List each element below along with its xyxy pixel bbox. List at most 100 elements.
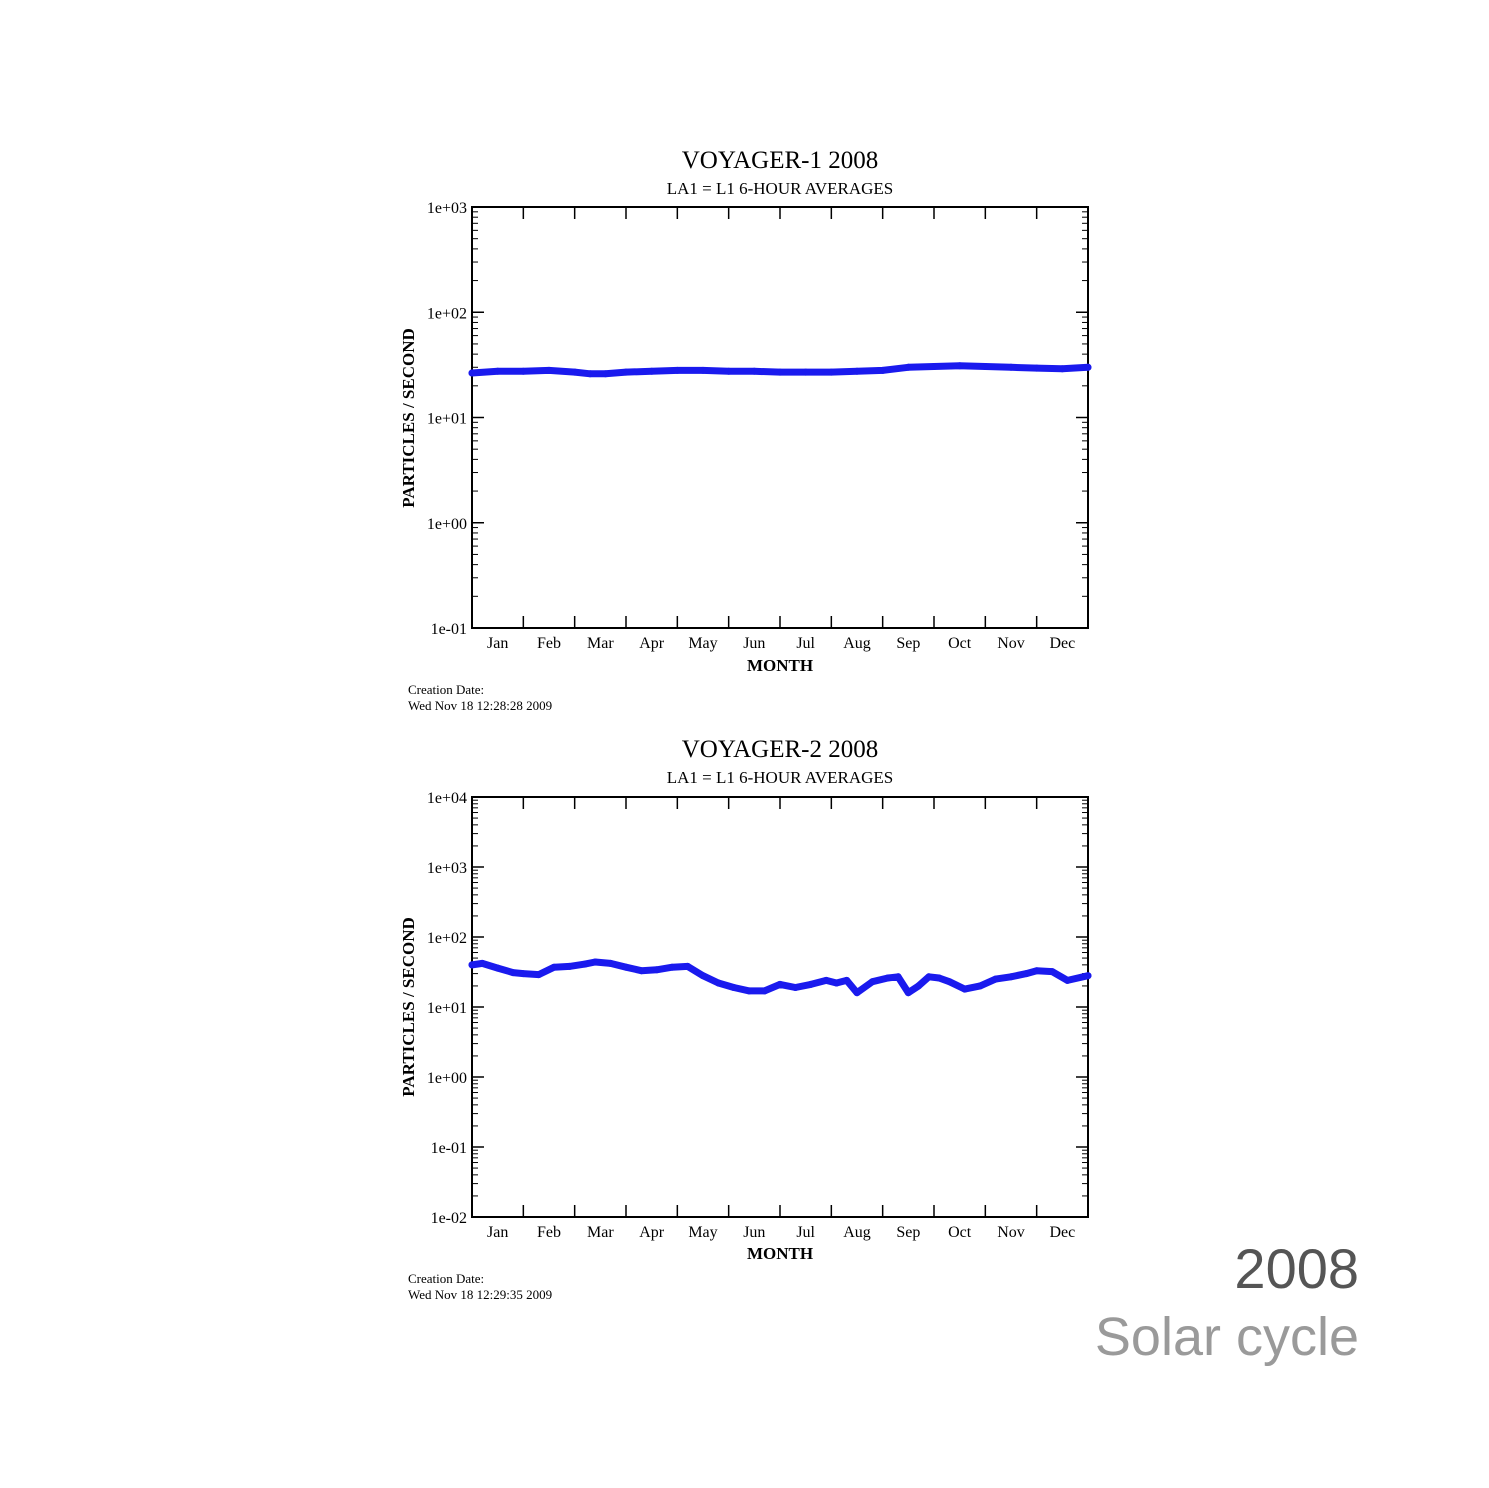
data-point: [494, 367, 502, 375]
data-point: [602, 370, 609, 378]
chart-subtitle: LA1 = L1 6-HOUR AVERAGES: [667, 179, 894, 198]
series-line: [468, 958, 1092, 997]
y-tick-label: 1e+02: [427, 305, 467, 322]
plot-frame: [471, 206, 1089, 629]
data-point: [894, 973, 902, 981]
data-point: [761, 987, 769, 995]
x-tick-label: May: [688, 635, 717, 652]
chart-subtitle: LA1 = L1 6-HOUR AVERAGES: [667, 768, 894, 787]
x-tick-label: Jul: [796, 1224, 815, 1241]
x-tick-label: Jun: [743, 1224, 765, 1241]
creation-date: Wed Nov 18 12:28:28 2009: [408, 698, 552, 713]
y-axis-label: PARTICLES / SECOND: [399, 917, 418, 1097]
data-point: [566, 962, 573, 970]
data-point: [1084, 972, 1092, 980]
x-tick-labels: Jan Feb Mar Apr May Jun Jul Aug Sep Oct Nov Dec: [487, 1224, 1075, 1241]
data-point: [478, 959, 486, 967]
data-point: [992, 975, 1000, 983]
data-point: [648, 367, 656, 375]
data-point: [586, 370, 594, 378]
data-point: [571, 368, 579, 376]
data-point: [714, 979, 722, 987]
axis-ticks: [472, 206, 1088, 629]
data-point: [581, 960, 589, 968]
chart-title: VOYAGER-2 2008: [682, 736, 879, 763]
x-tick-label: Mar: [587, 635, 614, 652]
chart-title: VOYAGER-1 2008: [682, 147, 879, 174]
data-point: [976, 982, 984, 990]
data-point: [468, 961, 476, 969]
data-point: [843, 976, 851, 984]
plot-frame: [471, 796, 1089, 1218]
creation-label: Creation Date:: [408, 682, 484, 697]
y-tick-labels: 1e-01 1e+00 1e+01 1e+02 1e+03: [427, 200, 467, 638]
data-point: [1007, 973, 1015, 981]
y-tick-labels: 1e-02 1e-01 1e+00 1e+01 1e+02 1e+03 1e+04: [427, 790, 467, 1227]
x-tick-label: Apr: [639, 1224, 665, 1241]
y-tick-label: 1e+00: [427, 516, 467, 533]
y-tick-label: 1e+01: [427, 411, 467, 428]
x-tick-label: Sep: [896, 1224, 920, 1241]
series-line: [468, 362, 1092, 378]
data-point: [930, 363, 938, 370]
data-point: [807, 980, 815, 988]
y-tick-label: 1e+03: [427, 860, 467, 877]
data-point: [935, 974, 943, 982]
data-point: [535, 971, 543, 979]
x-tick-label: May: [688, 1224, 717, 1241]
data-point: [776, 980, 784, 988]
data-point: [822, 976, 830, 984]
data-point: [725, 367, 733, 375]
x-axis-label: MONTH: [747, 1244, 813, 1263]
caption-subtitle: Solar cycle: [1094, 1307, 1359, 1367]
data-point: [833, 979, 840, 987]
data-point: [653, 966, 661, 974]
data-point: [776, 368, 784, 376]
x-tick-labels: Jan Feb Mar Apr May Jun Jul Aug Sep Oct Nov Dec: [487, 635, 1075, 652]
data-point: [791, 984, 799, 991]
data-point: [519, 367, 527, 375]
data-point: [802, 368, 810, 376]
data-point: [1033, 967, 1041, 975]
data-point: [981, 363, 989, 370]
y-tick-label: 1e-02: [431, 1210, 467, 1227]
y-axis-label: PARTICLES / SECOND: [399, 328, 418, 508]
data-point: [1084, 363, 1092, 371]
y-tick-label: 1e+03: [427, 200, 467, 217]
data-point: [961, 985, 969, 993]
data-point: [925, 973, 933, 981]
data-point: [607, 959, 615, 967]
data-point: [622, 963, 630, 971]
x-tick-label: Feb: [537, 1224, 561, 1241]
data-point: [853, 367, 861, 375]
y-tick-label: 1e+00: [427, 1070, 467, 1087]
y-tick-label: 1e+01: [427, 1000, 467, 1017]
data-point: [827, 368, 835, 376]
y-tick-label: 1e-01: [431, 1140, 467, 1157]
x-tick-label: Dec: [1049, 1224, 1075, 1241]
data-point: [519, 970, 527, 978]
x-tick-label: Aug: [843, 1224, 871, 1241]
x-tick-label: Feb: [537, 635, 561, 652]
data-point: [956, 362, 964, 370]
x-tick-label: Nov: [997, 1224, 1025, 1241]
x-tick-label: Oct: [948, 1224, 972, 1241]
data-point: [699, 972, 707, 980]
data-point: [494, 964, 502, 972]
chart-voyager-2: VOYAGER-2 2008 LA1 = L1 6-HOUR AVERAGES …: [399, 736, 1092, 1302]
y-tick-label: 1e+02: [427, 930, 467, 947]
data-point: [904, 363, 912, 371]
data-point: [1033, 364, 1041, 372]
x-axis-label: MONTH: [747, 656, 813, 675]
data-point: [853, 989, 861, 997]
x-tick-label: Oct: [948, 635, 972, 652]
x-tick-label: Sep: [896, 635, 920, 652]
data-point: [879, 366, 887, 374]
data-point: [904, 989, 912, 997]
chart-voyager-1: VOYAGER-1 2008 LA1 = L1 6-HOUR AVERAGES …: [399, 147, 1092, 713]
data-point: [1022, 970, 1030, 978]
x-tick-label: Aug: [843, 635, 871, 652]
x-tick-label: Jun: [743, 635, 765, 652]
x-tick-label: Mar: [587, 1224, 614, 1241]
data-point: [915, 982, 923, 990]
